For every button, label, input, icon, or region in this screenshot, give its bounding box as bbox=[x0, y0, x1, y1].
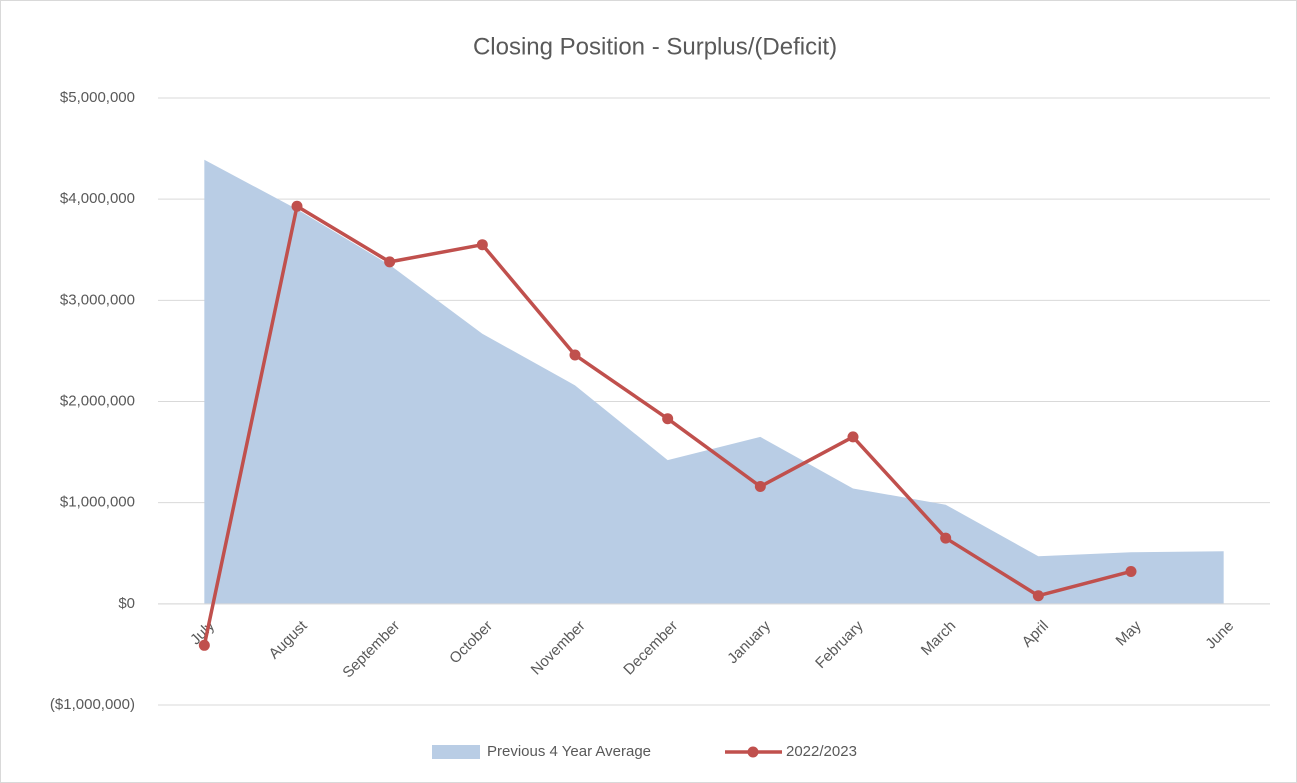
chart-title: Closing Position - Surplus/(Deficit) bbox=[473, 33, 837, 60]
y-tick-label: $0 bbox=[118, 595, 135, 612]
point bbox=[198, 639, 210, 651]
point bbox=[940, 532, 952, 544]
y-tick-label: $1,000,000 bbox=[60, 494, 135, 511]
y-tick-label: ($1,000,000) bbox=[50, 696, 135, 713]
legend-swatch bbox=[432, 745, 480, 759]
legend-marker bbox=[747, 746, 759, 758]
point bbox=[384, 256, 396, 268]
point bbox=[569, 349, 581, 361]
y-tick-label: $4,000,000 bbox=[60, 190, 135, 207]
point bbox=[1125, 565, 1137, 577]
point bbox=[291, 200, 303, 212]
y-tick-label: $5,000,000 bbox=[60, 89, 135, 106]
point bbox=[662, 413, 674, 425]
legend-label: 2022/2023 bbox=[786, 743, 857, 760]
y-tick-label: $3,000,000 bbox=[60, 291, 135, 308]
point bbox=[1032, 590, 1044, 602]
point bbox=[754, 480, 766, 492]
legend-label: Previous 4 Year Average bbox=[487, 743, 651, 760]
point bbox=[847, 431, 859, 443]
point bbox=[476, 239, 488, 251]
y-tick-label: $2,000,000 bbox=[60, 392, 135, 409]
area bbox=[204, 159, 1224, 604]
